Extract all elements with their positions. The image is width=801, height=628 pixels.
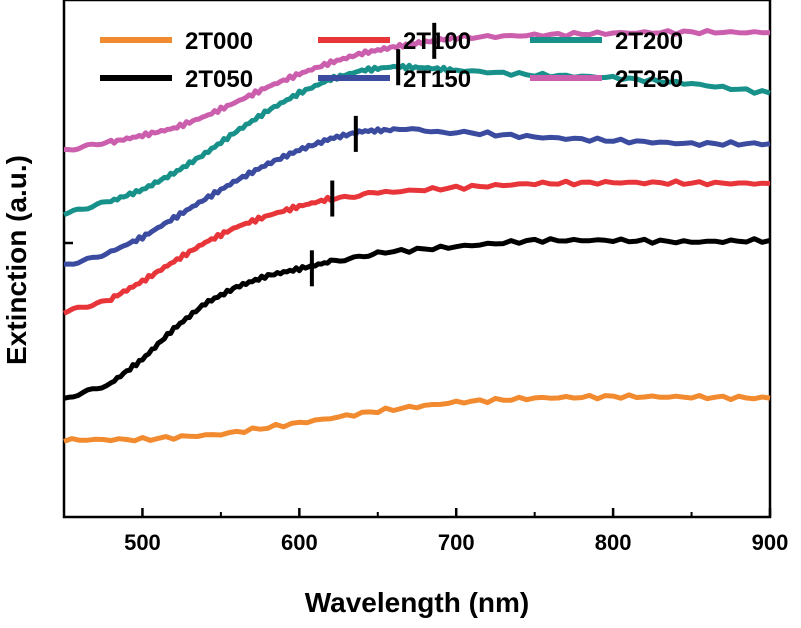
legend-label-2t200: 2T200 bbox=[615, 28, 683, 55]
x-tick-label-500: 500 bbox=[124, 530, 161, 555]
peak-marker-layer bbox=[309, 22, 437, 287]
series-line-2t150 bbox=[63, 126, 771, 267]
x-tick-label-800: 800 bbox=[595, 530, 632, 555]
legend-label-2t100: 2T100 bbox=[403, 28, 471, 55]
legend-label-2t250: 2T250 bbox=[615, 66, 683, 93]
x-axis-ticks: 500 600 700 800 900 bbox=[63, 241, 789, 555]
legend-label-2t050: 2T050 bbox=[185, 66, 253, 93]
x-axis-title: Wavelength (nm) bbox=[305, 587, 530, 618]
series-line-2t100 bbox=[62, 178, 771, 316]
legend-label-2t150: 2T150 bbox=[403, 66, 471, 93]
series-line-2t050 bbox=[63, 236, 771, 401]
y-axis-title: Extinction (a.u.) bbox=[1, 155, 32, 365]
x-tick-label-700: 700 bbox=[438, 530, 475, 555]
x-tick-label-900: 900 bbox=[752, 530, 789, 555]
series-line-2t000 bbox=[63, 392, 771, 444]
legend: 2T000 2T050 2T100 2T150 2T200 2T250 bbox=[100, 28, 683, 93]
legend-label-2t000: 2T000 bbox=[185, 28, 253, 55]
plot-frame bbox=[62, 0, 772, 519]
series-line-2t250 bbox=[63, 28, 771, 153]
x-tick-label-600: 600 bbox=[281, 530, 318, 555]
